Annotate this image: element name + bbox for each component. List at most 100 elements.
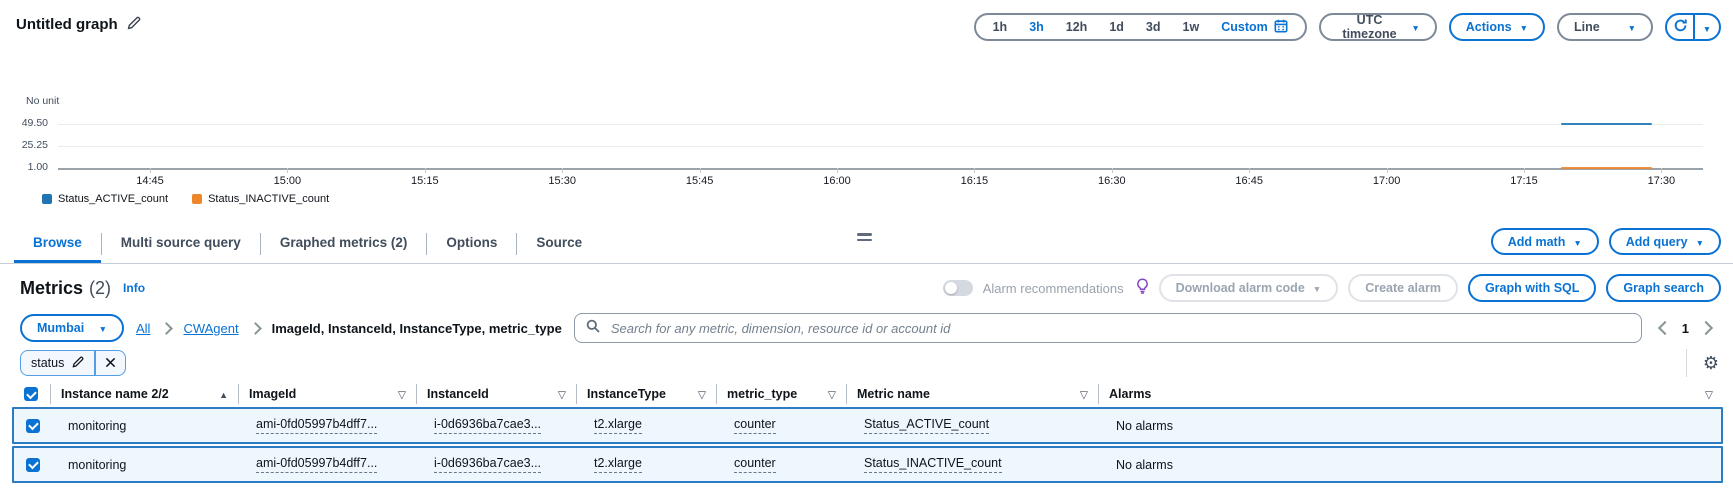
add-query-dropdown[interactable]: Add query: [1608, 228, 1721, 255]
tab-list: Browse Multi source query Graphed metrics …: [14, 224, 1733, 263]
calendar-icon: [1274, 19, 1288, 36]
filter-icon[interactable]: [1705, 387, 1713, 401]
remove-filter-button[interactable]: [96, 351, 125, 375]
actions-dropdown[interactable]: Actions: [1448, 13, 1545, 41]
create-alarm-button[interactable]: Create alarm: [1348, 274, 1458, 302]
filter-icon[interactable]: [698, 387, 706, 401]
time-range-3d[interactable]: 3d: [1135, 15, 1172, 39]
refresh-button[interactable]: [1667, 15, 1695, 39]
x-tick-label: 17:30: [1647, 175, 1676, 187]
tab-graphed-metrics-2[interactable]: Graphed metrics (2): [261, 224, 427, 263]
table-settings-button[interactable]: [1703, 354, 1719, 372]
cell-value[interactable]: Status_INACTIVE_count: [864, 456, 1002, 473]
time-range-1h[interactable]: 1h: [982, 15, 1019, 39]
x-tick-mark: [699, 168, 701, 173]
add-math-dropdown[interactable]: Add math: [1490, 228, 1599, 255]
cell-value[interactable]: t2.xlarge: [594, 417, 642, 434]
table-header-row: Instance name 2/2 ImageId InstanceId Instan…: [12, 381, 1723, 407]
next-page-button[interactable]: [1698, 320, 1714, 336]
column-header-imageid[interactable]: ImageId: [238, 384, 416, 404]
table-cell: counter: [718, 417, 848, 434]
table-body: monitoring ami-0fd05997b4dff7... i-0d6936b…: [12, 407, 1723, 483]
column-label: Metric name: [857, 387, 930, 401]
chart-legend: Status_ACTIVE_count Status_INACTIVE_count: [42, 193, 329, 205]
filter-icon[interactable]: [1080, 387, 1088, 401]
table-cell: monitoring: [52, 419, 240, 433]
column-header-instanceid[interactable]: InstanceId: [416, 384, 576, 404]
metrics-count: (2): [89, 277, 112, 298]
tab-multi-source-query[interactable]: Multi source query: [102, 224, 260, 263]
cell-value[interactable]: i-0d6936ba7cae3...: [434, 417, 542, 434]
legend-item-status-inactive-count[interactable]: Status_INACTIVE_count: [192, 193, 329, 205]
time-range-1w[interactable]: 1w: [1172, 15, 1211, 39]
y-tick-label: 25.25: [21, 139, 48, 151]
graph-search-button[interactable]: Graph search: [1606, 274, 1721, 302]
cell-value[interactable]: counter: [734, 417, 776, 434]
tab-browse[interactable]: Browse: [14, 224, 101, 263]
edit-filter-button[interactable]: [72, 356, 84, 371]
time-range-1d[interactable]: 1d: [1098, 15, 1135, 39]
breadcrumb-current: ImageId, InstanceId, InstanceType, metri…: [271, 320, 562, 336]
time-range-3h[interactable]: 3h: [1018, 15, 1055, 39]
chip-divider: [94, 351, 96, 375]
legend-item-status-active-count[interactable]: Status_ACTIVE_count: [42, 193, 168, 205]
graph-with-sql-button[interactable]: Graph with SQL: [1467, 274, 1597, 302]
chart-type-dropdown[interactable]: Line: [1557, 13, 1653, 41]
legend-swatch: [42, 194, 52, 204]
breadcrumb-all[interactable]: All: [136, 320, 151, 336]
x-tick-mark: [1661, 168, 1663, 173]
table-cell: No alarms: [1100, 458, 1721, 472]
timezone-dropdown[interactable]: UTC timezone: [1318, 13, 1437, 41]
cell-value[interactable]: ami-0fd05997b4dff7...: [256, 456, 378, 473]
filter-icon[interactable]: [558, 387, 566, 401]
region-dropdown[interactable]: Mumbai: [20, 314, 124, 342]
page-title: Untitled graph: [16, 16, 118, 33]
column-header-instance-name-2-2[interactable]: Instance name 2/2: [50, 384, 238, 404]
x-tick-mark: [562, 168, 564, 173]
current-page-button[interactable]: 1: [1681, 320, 1689, 336]
cell-value[interactable]: counter: [734, 456, 776, 473]
column-label: Instance name 2/2: [61, 387, 169, 401]
search-box: [573, 313, 1642, 343]
cell-value[interactable]: Status_ACTIVE_count: [864, 417, 990, 434]
row-checkbox[interactable]: [26, 457, 40, 472]
edit-title-button[interactable]: [127, 16, 141, 33]
settings-divider: [1685, 349, 1687, 377]
checkbox-cell: [12, 387, 50, 401]
download-alarm-code-dropdown[interactable]: Download alarm code: [1158, 274, 1339, 302]
previous-page-button[interactable]: [1657, 320, 1672, 336]
x-tick-label: 17:15: [1510, 175, 1538, 187]
x-tick-label: 15:30: [548, 175, 576, 187]
column-header-metric-name[interactable]: Metric name: [846, 384, 1098, 404]
select-all-checkbox[interactable]: [24, 387, 38, 401]
search-input[interactable]: [608, 319, 1630, 337]
tab-options[interactable]: Options: [427, 224, 516, 263]
time-range-12h[interactable]: 12h: [1055, 15, 1099, 39]
filter-icon[interactable]: [828, 387, 836, 401]
cell-value[interactable]: ami-0fd05997b4dff7...: [256, 417, 378, 434]
y-gridline: [58, 124, 1703, 125]
cell-value[interactable]: t2.xlarge: [594, 456, 642, 473]
cell-value[interactable]: i-0d6936ba7cae3...: [434, 456, 542, 473]
info-link[interactable]: Info: [123, 281, 146, 295]
filter-chip-row: status: [20, 349, 1719, 377]
table-row[interactable]: monitoring ami-0fd05997b4dff7... i-0d6936b…: [12, 407, 1723, 444]
column-header-instancetype[interactable]: InstanceType: [576, 384, 716, 404]
column-header-alarms[interactable]: Alarms: [1098, 384, 1723, 404]
table-cell: No alarms: [1100, 419, 1721, 433]
table-row[interactable]: monitoring ami-0fd05997b4dff7... i-0d6936b…: [12, 446, 1723, 483]
x-tick-mark: [150, 168, 151, 173]
table-cell: ami-0fd05997b4dff7...: [240, 417, 418, 434]
alarm-recommendations-toggle[interactable]: [942, 280, 973, 296]
checkbox-cell: [14, 418, 52, 433]
tab-source[interactable]: Source: [517, 224, 601, 263]
breadcrumb-cwagent[interactable]: CWAgent: [183, 320, 239, 336]
x-tick-mark: [424, 168, 426, 173]
custom-range-button[interactable]: Custom: [1210, 15, 1299, 39]
panel-resize-handle[interactable]: [857, 233, 872, 241]
filter-icon[interactable]: [398, 387, 406, 401]
column-header-metric-type[interactable]: metric_type: [716, 384, 846, 404]
table-cell: counter: [718, 456, 848, 473]
y-tick-label: 49.50: [21, 117, 48, 129]
row-checkbox[interactable]: [26, 418, 40, 433]
